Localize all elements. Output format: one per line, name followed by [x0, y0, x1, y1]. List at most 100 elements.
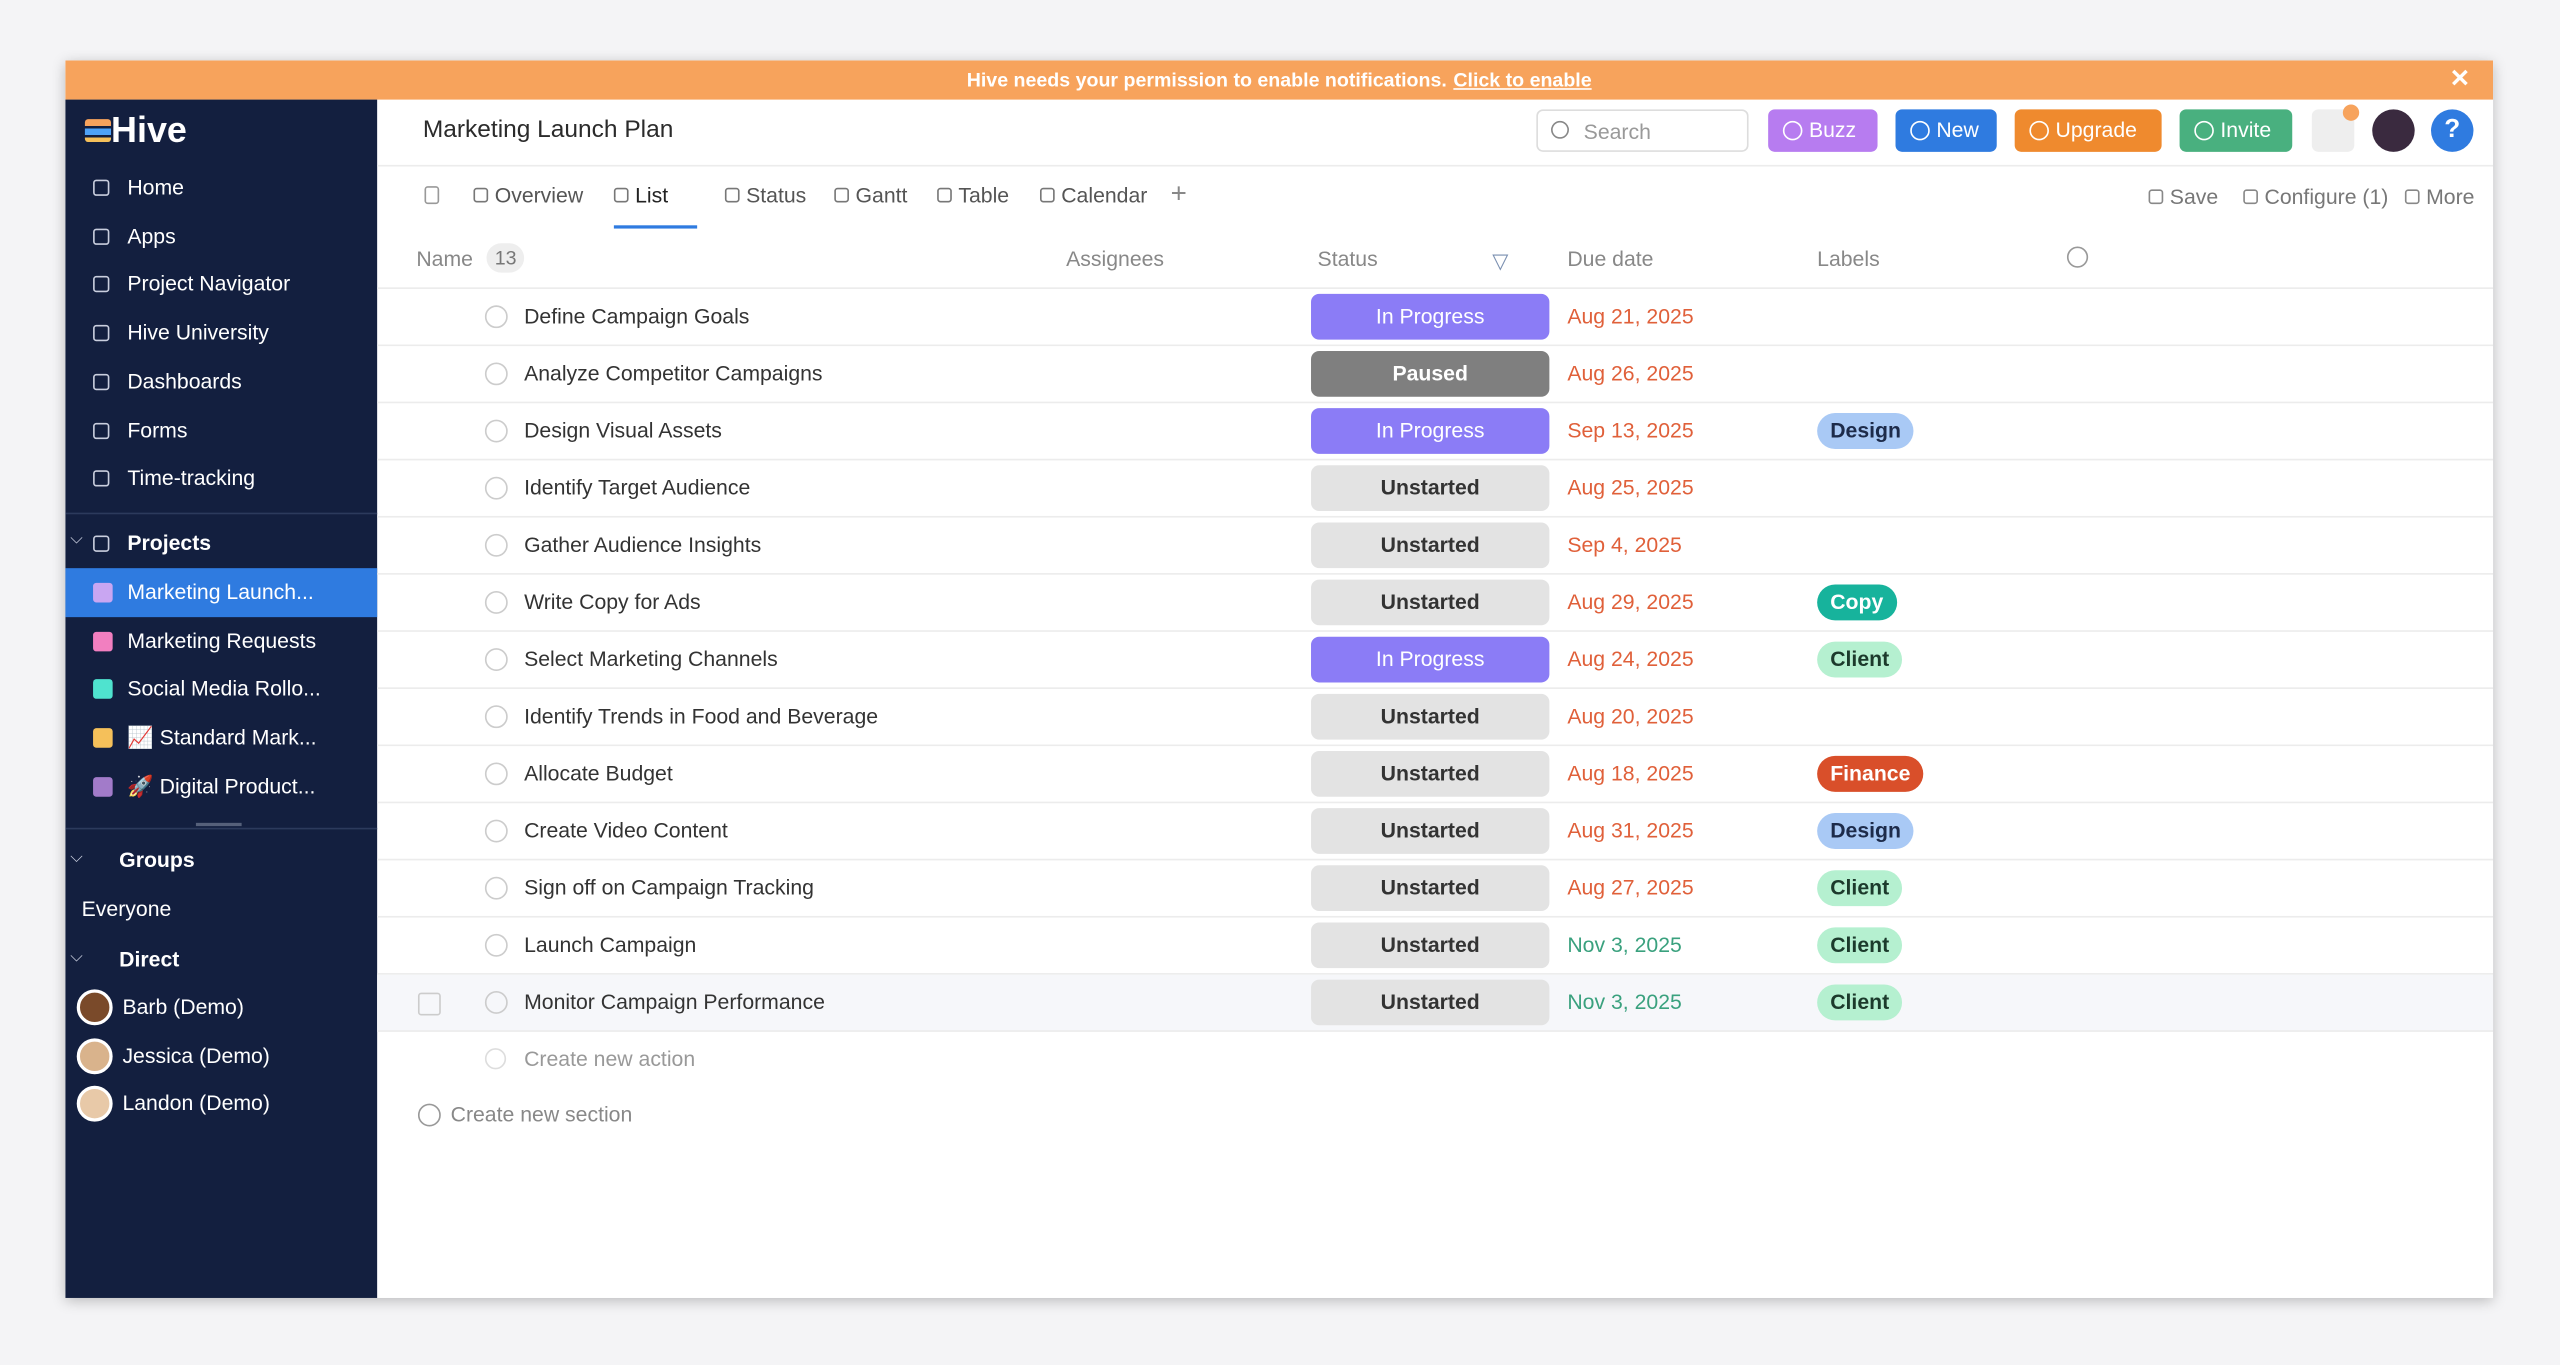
- status-pill[interactable]: Unstarted: [1311, 522, 1550, 569]
- due-date[interactable]: Aug 25, 2025: [1567, 475, 1694, 500]
- complete-check[interactable]: [484, 591, 508, 614]
- status-pill[interactable]: In Progress: [1311, 408, 1550, 454]
- complete-check[interactable]: [484, 648, 508, 672]
- direct-item[interactable]: Landon (Demo): [122, 1091, 270, 1116]
- label-tag[interactable]: Copy: [1817, 584, 1897, 621]
- task-name[interactable]: Identify Trends in Food and Beverage: [524, 703, 879, 729]
- groups-header[interactable]: Groups: [119, 847, 195, 872]
- tab[interactable]: Status: [746, 182, 807, 208]
- direct-header[interactable]: Direct: [119, 946, 180, 972]
- user-avatar[interactable]: [2372, 109, 2415, 152]
- nav-item[interactable]: Forms: [127, 417, 188, 442]
- column-header[interactable]: Due date: [1567, 246, 1654, 272]
- status-pill[interactable]: Unstarted: [1311, 922, 1550, 969]
- header-button[interactable]: New: [1895, 109, 1997, 152]
- direct-item[interactable]: Barb (Demo): [122, 994, 244, 1019]
- task-name[interactable]: Gather Audience Insights: [524, 532, 762, 557]
- header-button[interactable]: Invite: [2179, 109, 2293, 152]
- task-name[interactable]: Identify Target Audience: [524, 475, 751, 500]
- nav-item[interactable]: Hive University: [127, 320, 269, 345]
- tab[interactable]: Gantt: [855, 182, 908, 208]
- create-section[interactable]: Create new section: [450, 1102, 633, 1127]
- status-pill[interactable]: Unstarted: [1311, 751, 1550, 797]
- direct-item[interactable]: Jessica (Demo): [122, 1042, 270, 1068]
- due-date[interactable]: Aug 24, 2025: [1567, 646, 1694, 672]
- task-name[interactable]: Design Visual Assets: [524, 417, 722, 443]
- add-column[interactable]: [2066, 246, 2089, 268]
- due-date[interactable]: Aug 29, 2025: [1567, 589, 1694, 614]
- filter-icon[interactable]: ▽: [1492, 248, 1509, 273]
- search-box[interactable]: Search: [1536, 109, 1749, 152]
- column-header[interactable]: Assignees: [1066, 246, 1165, 272]
- enable-link[interactable]: Click to enable: [1453, 68, 1592, 92]
- complete-check[interactable]: [484, 419, 508, 443]
- label-tag[interactable]: Finance: [1817, 755, 1924, 792]
- group-item[interactable]: Everyone: [81, 896, 172, 921]
- label-tag[interactable]: Client: [1817, 870, 1903, 907]
- column-header[interactable]: Name: [416, 246, 473, 272]
- close-icon[interactable]: ✕: [2449, 65, 2471, 94]
- status-pill[interactable]: Unstarted: [1311, 808, 1550, 854]
- task-name[interactable]: Sign off on Campaign Tracking: [524, 875, 814, 900]
- add-tab[interactable]: +: [1170, 177, 1187, 209]
- task-name[interactable]: Define Campaign Goals: [524, 303, 750, 329]
- tab-action[interactable]: Save: [2169, 184, 2219, 209]
- nav-item[interactable]: Dashboards: [127, 368, 242, 394]
- due-date[interactable]: Aug 31, 2025: [1567, 817, 1694, 843]
- label-tag[interactable]: Client: [1817, 927, 1903, 964]
- column-header[interactable]: Status: [1317, 246, 1378, 272]
- nav-item[interactable]: Home: [127, 174, 184, 200]
- complete-check[interactable]: [484, 819, 508, 843]
- label-tag[interactable]: Client: [1817, 984, 1903, 1021]
- label-tag[interactable]: Design: [1817, 413, 1915, 449]
- due-date[interactable]: Aug 18, 2025: [1567, 760, 1694, 786]
- due-date[interactable]: Sep 4, 2025: [1567, 532, 1682, 557]
- complete-check[interactable]: [484, 705, 508, 729]
- status-pill[interactable]: In Progress: [1311, 636, 1550, 683]
- tab[interactable]: Table: [958, 182, 1010, 208]
- complete-check[interactable]: [484, 533, 508, 557]
- status-pill[interactable]: Unstarted: [1311, 979, 1550, 1026]
- pin-icon[interactable]: [424, 186, 440, 205]
- label-tag[interactable]: Design: [1817, 813, 1915, 849]
- task-name[interactable]: Launch Campaign: [524, 932, 697, 957]
- complete-check[interactable]: [484, 762, 508, 786]
- projects-header[interactable]: Projects: [127, 530, 212, 556]
- task-name[interactable]: Write Copy for Ads: [524, 589, 701, 614]
- status-pill[interactable]: Unstarted: [1311, 465, 1550, 512]
- tab[interactable]: Overview: [494, 182, 584, 208]
- project-item[interactable]: Social Media Rollo...: [127, 676, 321, 702]
- due-date[interactable]: Nov 3, 2025: [1567, 932, 1682, 957]
- help-button[interactable]: ?: [2431, 109, 2474, 152]
- due-date[interactable]: Aug 20, 2025: [1567, 703, 1694, 729]
- due-date[interactable]: Aug 27, 2025: [1567, 875, 1694, 900]
- status-pill[interactable]: In Progress: [1311, 293, 1550, 340]
- task-name[interactable]: Monitor Campaign Performance: [524, 989, 825, 1014]
- status-pill[interactable]: Unstarted: [1311, 865, 1550, 912]
- row-checkbox[interactable]: [417, 992, 441, 1016]
- complete-check[interactable]: [484, 305, 508, 329]
- nav-item[interactable]: Apps: [127, 223, 176, 248]
- status-pill[interactable]: Paused: [1311, 351, 1550, 397]
- project-item[interactable]: 📈 Standard Mark...: [127, 725, 317, 750]
- tab-action[interactable]: Configure (1): [2264, 184, 2389, 209]
- complete-check[interactable]: [484, 991, 508, 1014]
- task-name[interactable]: Analyze Competitor Campaigns: [524, 360, 823, 386]
- status-pill[interactable]: Unstarted: [1311, 579, 1550, 626]
- complete-check[interactable]: [484, 933, 508, 957]
- header-button[interactable]: Upgrade: [2014, 109, 2162, 152]
- due-date[interactable]: Sep 13, 2025: [1567, 417, 1694, 443]
- due-date[interactable]: Aug 21, 2025: [1567, 303, 1694, 329]
- column-header[interactable]: Labels: [1817, 246, 1880, 272]
- task-name[interactable]: Create Video Content: [524, 817, 728, 843]
- nav-item[interactable]: Time-tracking: [127, 465, 256, 491]
- tab[interactable]: List: [635, 182, 669, 208]
- create-action[interactable]: Create new action: [524, 1046, 696, 1072]
- nav-item[interactable]: Project Navigator: [127, 271, 291, 297]
- complete-check[interactable]: [484, 362, 508, 386]
- task-name[interactable]: Select Marketing Channels: [524, 646, 778, 672]
- due-date[interactable]: Nov 3, 2025: [1567, 989, 1682, 1014]
- project-item[interactable]: Marketing Launch...: [127, 579, 314, 605]
- tab[interactable]: Calendar: [1061, 182, 1148, 208]
- complete-check[interactable]: [484, 476, 508, 500]
